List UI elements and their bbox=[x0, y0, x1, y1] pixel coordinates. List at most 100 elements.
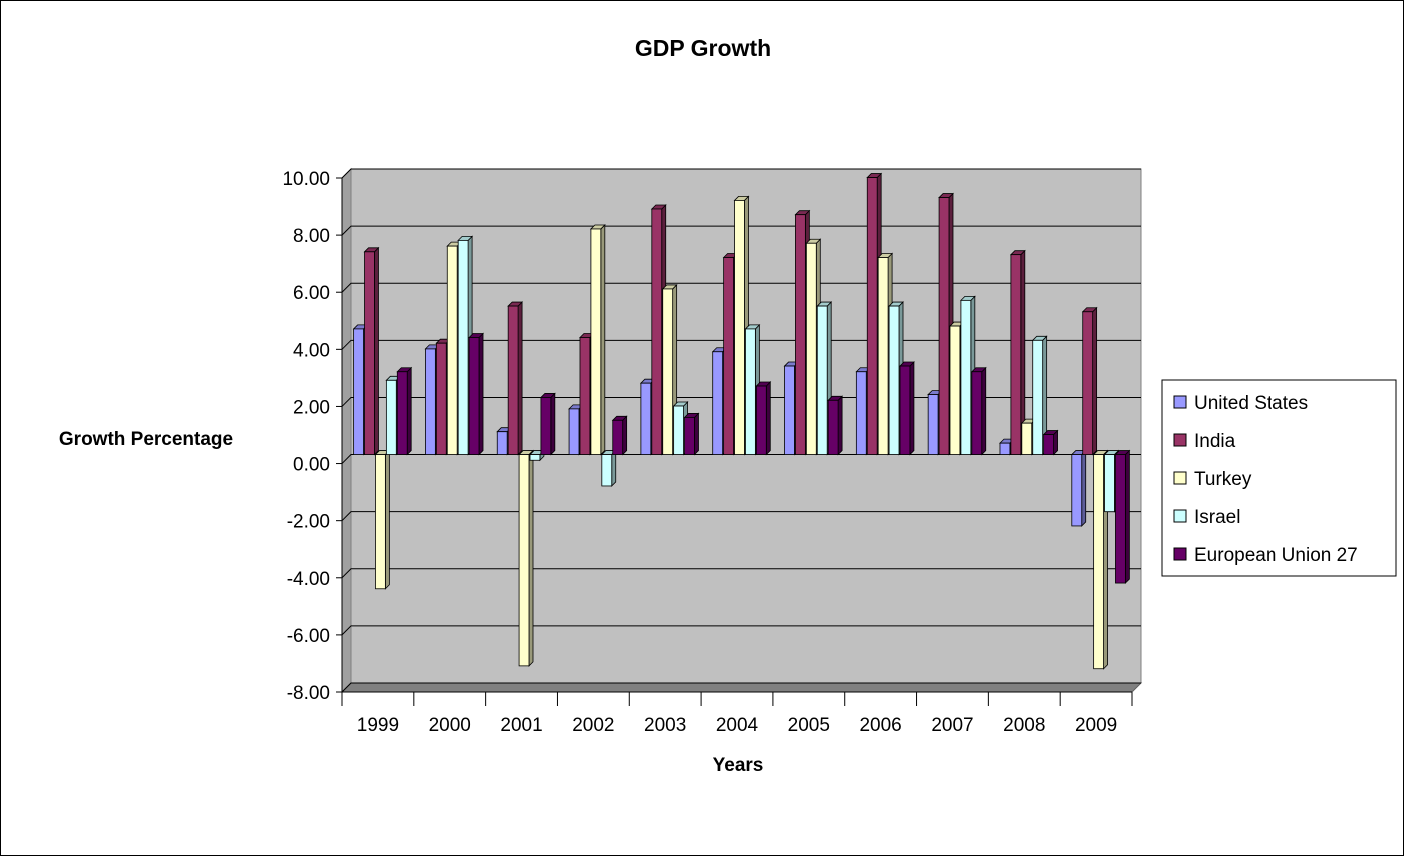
bar-european-union-27 bbox=[1042, 429, 1059, 456]
bar-face bbox=[877, 257, 889, 455]
chart-title: GDP Growth bbox=[635, 35, 771, 61]
bar-face bbox=[457, 239, 469, 455]
gridline bbox=[341, 625, 1141, 636]
bar-face bbox=[1043, 434, 1054, 455]
x-tick-label: 2008 bbox=[1003, 715, 1045, 736]
x-tick-label: 2000 bbox=[429, 715, 471, 736]
bar-face bbox=[651, 208, 663, 455]
legend-swatch bbox=[1173, 395, 1187, 409]
bar-face bbox=[1021, 422, 1033, 455]
bar-india bbox=[507, 301, 524, 456]
bar-united-states bbox=[1070, 449, 1087, 527]
bar-face bbox=[435, 342, 447, 455]
bar-side bbox=[528, 449, 534, 667]
bar-face bbox=[1032, 339, 1044, 455]
bar-face bbox=[827, 399, 839, 455]
bar-side bbox=[517, 301, 523, 456]
legend-box bbox=[1161, 379, 1397, 577]
bar-face bbox=[568, 408, 580, 455]
bar-face bbox=[579, 337, 591, 455]
bar-face bbox=[745, 328, 756, 455]
y-tick-label: 8.00 bbox=[293, 226, 330, 247]
bar-face bbox=[899, 365, 911, 455]
floor bbox=[340, 682, 1143, 693]
bar-face bbox=[927, 394, 939, 455]
bar-face bbox=[723, 257, 734, 455]
y-tick-label: 2.00 bbox=[293, 397, 330, 418]
bar-european-union-27 bbox=[683, 412, 700, 456]
bar-face bbox=[1115, 454, 1126, 584]
bar-face bbox=[1104, 454, 1115, 513]
bar-face bbox=[640, 382, 652, 455]
bar-face bbox=[805, 242, 817, 455]
x-tick-label: 2003 bbox=[644, 715, 686, 736]
bar-face bbox=[375, 454, 386, 590]
bar-european-union-27 bbox=[827, 395, 844, 456]
bar-face bbox=[755, 385, 767, 455]
legend-swatch bbox=[1173, 509, 1187, 523]
legend-label: European Union 27 bbox=[1194, 545, 1358, 566]
bar-face bbox=[960, 299, 972, 455]
y-tick-label: -2.00 bbox=[287, 512, 330, 533]
bar-face bbox=[938, 197, 950, 455]
bar-face bbox=[866, 177, 878, 455]
bar-face bbox=[590, 228, 602, 455]
bar-face bbox=[540, 397, 552, 455]
bar-side bbox=[611, 449, 617, 487]
bar-turkey bbox=[374, 449, 391, 590]
gridline bbox=[341, 168, 1141, 179]
bar-face bbox=[673, 405, 684, 455]
legend-swatch bbox=[1173, 433, 1187, 447]
bar-face bbox=[795, 214, 806, 455]
y-tick-label: 4.00 bbox=[293, 340, 330, 361]
legend: United States India Turkey Israel European U… bbox=[1161, 379, 1397, 577]
bar-face bbox=[468, 337, 480, 455]
x-tick-label: 1999 bbox=[357, 715, 399, 736]
bar-side bbox=[765, 381, 771, 456]
bar-european-union-27 bbox=[1114, 449, 1131, 585]
bar-face bbox=[1010, 254, 1022, 455]
bar-face bbox=[612, 419, 624, 455]
bar-side bbox=[1081, 449, 1087, 527]
y-tick-label: -8.00 bbox=[287, 683, 330, 704]
bar-face bbox=[529, 454, 541, 461]
y-tick-label: 0.00 bbox=[293, 455, 330, 476]
bar-face bbox=[888, 305, 900, 455]
bar-face bbox=[518, 454, 530, 667]
bar-turkey bbox=[518, 449, 534, 667]
bar-face bbox=[1093, 454, 1104, 670]
bar-face bbox=[496, 431, 508, 455]
bar-face bbox=[734, 200, 745, 455]
bar-face bbox=[446, 245, 458, 455]
legend-label: India bbox=[1194, 431, 1236, 452]
bar-european-union-27 bbox=[611, 415, 628, 456]
legend-label: United States bbox=[1194, 393, 1308, 414]
x-tick-label: 2001 bbox=[500, 715, 542, 736]
gridline bbox=[341, 568, 1141, 579]
bar-face bbox=[507, 305, 519, 455]
bar-india bbox=[363, 246, 380, 456]
bar-side bbox=[406, 366, 412, 456]
bar-side bbox=[694, 412, 699, 456]
bar-face bbox=[1082, 311, 1094, 455]
bar-face bbox=[1071, 454, 1083, 527]
bar-european-union-27 bbox=[970, 366, 987, 456]
bar-side bbox=[550, 392, 556, 456]
plot-area: 10.00 8.00 6.00 4.00 2.00 0.00 -2.00 -4.00 -6.00… bbox=[282, 167, 1143, 736]
x-tick-label: 2002 bbox=[572, 715, 614, 736]
bar-european-union-27 bbox=[468, 332, 484, 456]
legend-label: Israel bbox=[1194, 507, 1240, 528]
bar-face bbox=[396, 371, 408, 455]
bar-india bbox=[1081, 306, 1098, 456]
bar-side bbox=[1124, 449, 1130, 585]
legend-swatch bbox=[1173, 547, 1187, 561]
bar-face bbox=[601, 454, 613, 487]
y-tick-label: 6.00 bbox=[293, 283, 330, 304]
bar-european-union-27 bbox=[539, 392, 556, 456]
bar-face bbox=[712, 351, 724, 455]
y-tick-label: -4.00 bbox=[287, 569, 330, 590]
bar-side bbox=[374, 246, 379, 456]
bar-face bbox=[353, 328, 364, 455]
side-wall bbox=[341, 167, 352, 694]
